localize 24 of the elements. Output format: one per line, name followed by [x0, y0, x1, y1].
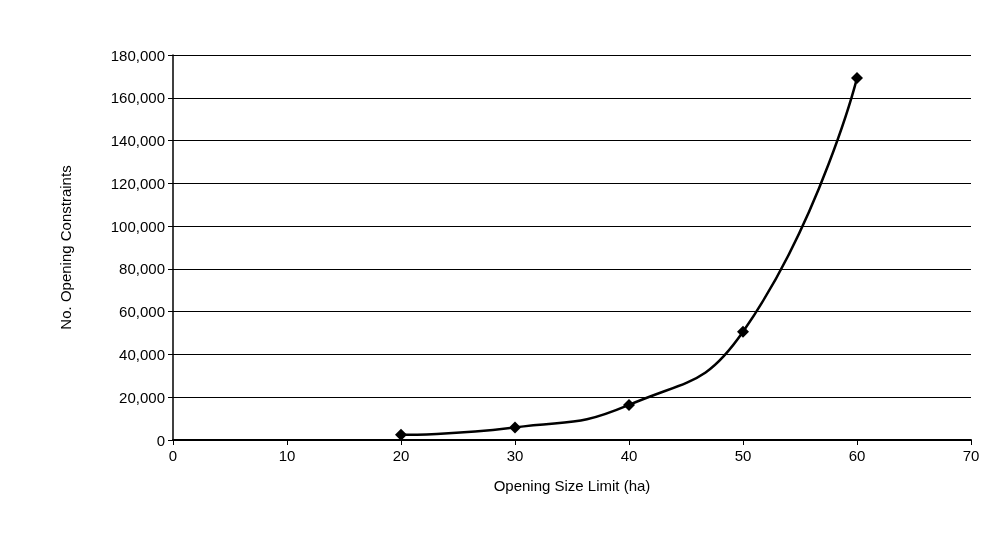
y-tick-label: 60,000 [119, 303, 165, 321]
x-tick-label: 20 [392, 447, 410, 464]
y-tick-label: 140,000 [110, 132, 165, 150]
y-tick-label: 80,000 [119, 260, 165, 278]
x-tick-label: 0 [168, 447, 178, 464]
y-tick-label: 0 [156, 431, 165, 449]
y-axis-title: No. Opening Constraints [57, 165, 74, 330]
x-axis-title: Opening Size Limit (ha) [493, 477, 651, 494]
y-tick-label: 180,000 [110, 46, 165, 64]
point [851, 72, 863, 85]
point [623, 398, 635, 411]
y-tick-label: 160,000 [110, 89, 165, 107]
x-tick-label: 70 [962, 447, 980, 464]
y-tick-label: 20,000 [119, 388, 165, 406]
x-tick-label: 50 [734, 447, 752, 464]
x-tick-label: 60 [848, 447, 866, 464]
x-tick-label: 30 [506, 447, 524, 464]
y-tick-label: 40,000 [119, 345, 165, 363]
x-tick-label: 40 [620, 447, 638, 464]
y-tick-label: 100,000 [110, 217, 165, 235]
x-tick-label: 10 [278, 447, 296, 464]
point [509, 421, 521, 434]
point [737, 325, 749, 338]
y-tick-label: 120,000 [110, 174, 165, 192]
